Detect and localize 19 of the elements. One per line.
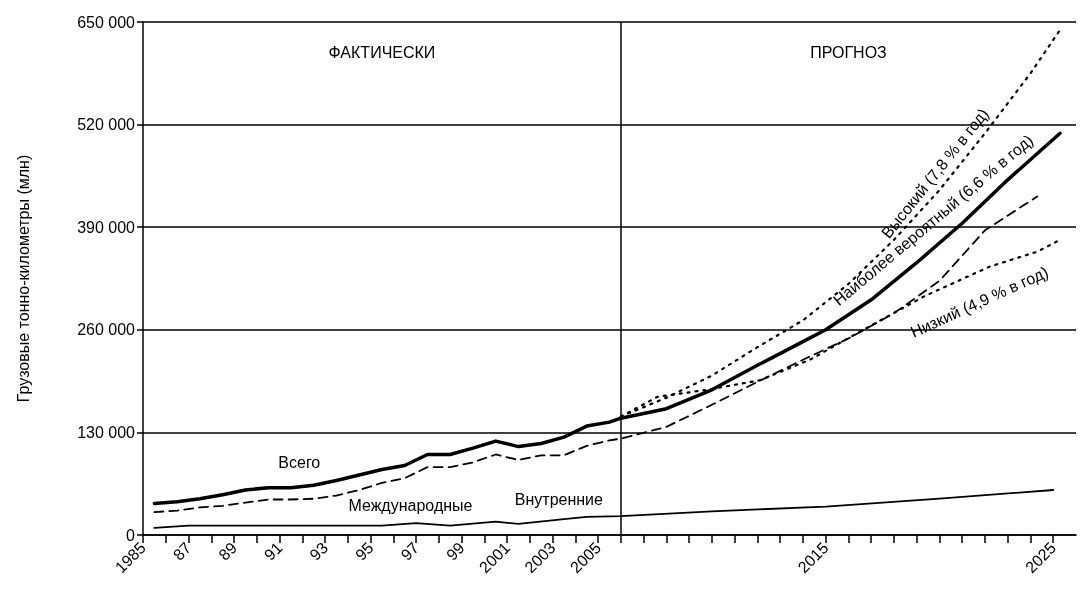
y-tick-label: 650 000	[77, 13, 136, 31]
x-tick-label: 99	[443, 538, 468, 564]
y-axis-title: Грузовые тонно-километры (млн)	[14, 154, 32, 403]
series-label: Внутренние	[514, 491, 604, 509]
y-tick-label: 130 000	[77, 423, 136, 441]
series-label: Всего	[278, 454, 321, 472]
y-tick-label: 0	[126, 526, 136, 544]
x-tick-label: 97	[397, 538, 423, 564]
y-tick-label: 390 000	[77, 218, 136, 236]
x-tick-label: 89	[215, 538, 241, 564]
annotation: ПРОГНОЗ	[810, 43, 887, 61]
y-tick-label: 260 000	[77, 321, 136, 339]
x-tick-label: 87	[169, 538, 195, 564]
x-tick-label: 91	[260, 538, 286, 564]
series-label: Международные	[348, 496, 473, 514]
x-tick-label: 95	[351, 538, 377, 564]
x-tick-label: 93	[306, 538, 332, 564]
y-tick-label: 520 000	[77, 116, 136, 134]
annotation: ФАКТИЧЕСКИ	[328, 43, 436, 61]
